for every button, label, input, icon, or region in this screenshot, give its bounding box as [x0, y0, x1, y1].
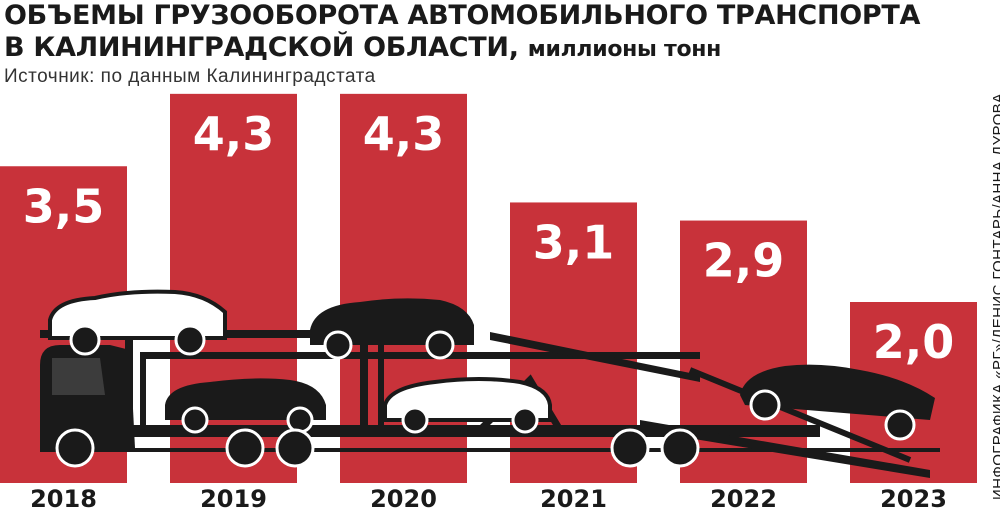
- wheel: [884, 409, 916, 441]
- truck-illustration: [40, 289, 940, 478]
- road-line: [40, 448, 940, 452]
- truck-wheel: [610, 428, 650, 468]
- wheel: [181, 406, 209, 434]
- value-label-2023: 2,0: [873, 315, 955, 369]
- post-4: [378, 340, 384, 430]
- cab-window: [52, 358, 105, 395]
- wheel: [401, 406, 429, 434]
- category-label-2023: 2023: [880, 485, 947, 513]
- wheel: [69, 324, 101, 356]
- car-white-top: [48, 289, 227, 340]
- category-label-2018: 2018: [30, 485, 97, 513]
- truck-wheel: [275, 428, 315, 468]
- post-2: [140, 355, 146, 430]
- wheel: [286, 406, 314, 434]
- value-label-2018: 3,5: [23, 179, 105, 233]
- value-label-2022: 2,9: [703, 234, 785, 288]
- title-line-1: ОБЪЕМЫ ГРУЗООБОРОТА АВТОМОБИЛЬНОГО ТРАНС…: [4, 0, 921, 31]
- upper-deck-rear: [140, 352, 700, 359]
- truck-cab: [40, 345, 135, 448]
- category-label-2021: 2021: [540, 485, 607, 513]
- title-unit: миллионы тонн: [527, 37, 722, 62]
- truck-wheel: [660, 428, 700, 468]
- value-label-2019: 4,3: [193, 107, 275, 161]
- car-black-lower: [165, 378, 326, 420]
- truck-wheel: [225, 428, 265, 468]
- upper-ramp: [490, 332, 700, 382]
- post-1: [125, 330, 133, 430]
- title-line-2: В КАЛИНИНГРАДСКОЙ ОБЛАСТИ, миллионы тонн: [4, 32, 920, 66]
- wheel: [749, 389, 781, 421]
- source-note: Источник: по данным Калининградстата: [4, 66, 376, 87]
- car-black-ramp: [740, 364, 935, 420]
- value-label-2021: 3,1: [533, 215, 615, 269]
- wheel: [323, 330, 353, 360]
- category-label-2020: 2020: [370, 485, 437, 513]
- title-region: В КАЛИНИНГРАДСКОЙ ОБЛАСТИ,: [4, 32, 519, 63]
- upper-deck-front: [40, 330, 420, 338]
- wheel: [425, 330, 455, 360]
- chart-title: ОБЪЕМЫ ГРУЗООБОРОТА АВТОМОБИЛЬНОГО ТРАНС…: [4, 0, 920, 66]
- category-label-2022: 2022: [710, 485, 777, 513]
- lower-ramp: [640, 420, 930, 478]
- post-3: [360, 320, 368, 430]
- ramp-rail: [688, 367, 912, 463]
- value-label-2020: 4,3: [363, 107, 445, 161]
- truck-wheel: [55, 428, 95, 468]
- wheel: [511, 406, 539, 434]
- car-white-lower: [383, 377, 552, 422]
- x-axis: 2018 2019 2020 2021 2022 2023: [30, 485, 947, 513]
- wheel: [174, 324, 206, 356]
- category-label-2019: 2019: [200, 485, 267, 513]
